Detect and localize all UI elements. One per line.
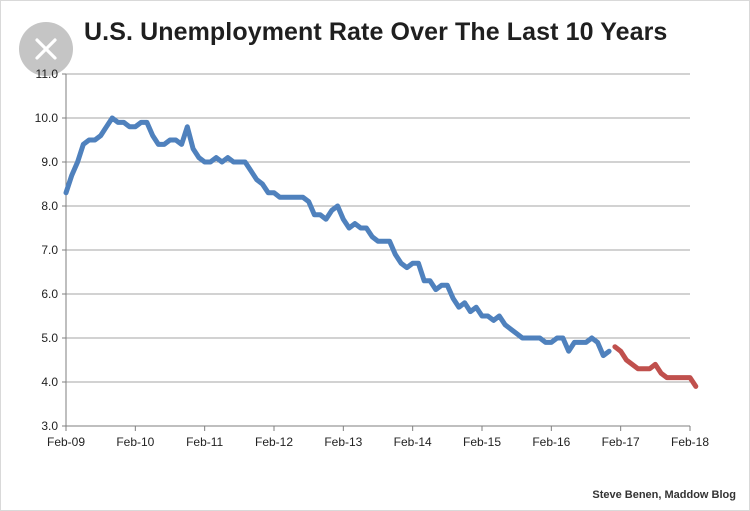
x-tick-label: Feb-11 [186,435,223,449]
y-tick-label: 4.0 [41,375,58,389]
close-icon [35,38,57,60]
y-tick-label: 11.0 [36,67,59,81]
x-axis-ticks: Feb-09 Feb-10 Feb-11 Feb-12 Feb-13 Feb-14 Feb-… [47,426,709,449]
x-tick-label: Feb-18 [671,435,709,449]
x-tick-label: Feb-12 [255,435,293,449]
y-tick-label: 5.0 [41,331,58,345]
series-lines [63,115,699,389]
y-tick-label: 7.0 [41,243,58,257]
source-credit: Steve Benen, Maddow Blog [592,489,736,501]
y-tick-label: 10.0 [35,111,59,125]
y-tick-label: 3.0 [41,419,58,433]
x-tick-label: Feb-15 [463,435,501,449]
close-button[interactable] [19,22,73,76]
y-axis-ticks: 3.0 4.0 5.0 6.0 7.0 8.0 9.0 10.0 11.0 [35,67,66,433]
x-tick-label: Feb-09 [47,435,85,449]
y-tick-label: 8.0 [41,199,58,213]
x-tick-label: Feb-17 [602,435,640,449]
y-tick-label: 6.0 [41,287,58,301]
gridlines [66,73,690,383]
series-line-red [612,344,699,389]
x-tick-label: Feb-16 [532,435,570,449]
page-title: U.S. Unemployment Rate Over The Last 10 … [84,18,668,46]
x-tick-label: Feb-10 [116,435,154,449]
x-tick-label: Feb-14 [394,435,432,449]
y-tick-label: 9.0 [41,155,58,169]
x-tick-label: Feb-13 [324,435,362,449]
series-line-blue [63,115,612,359]
